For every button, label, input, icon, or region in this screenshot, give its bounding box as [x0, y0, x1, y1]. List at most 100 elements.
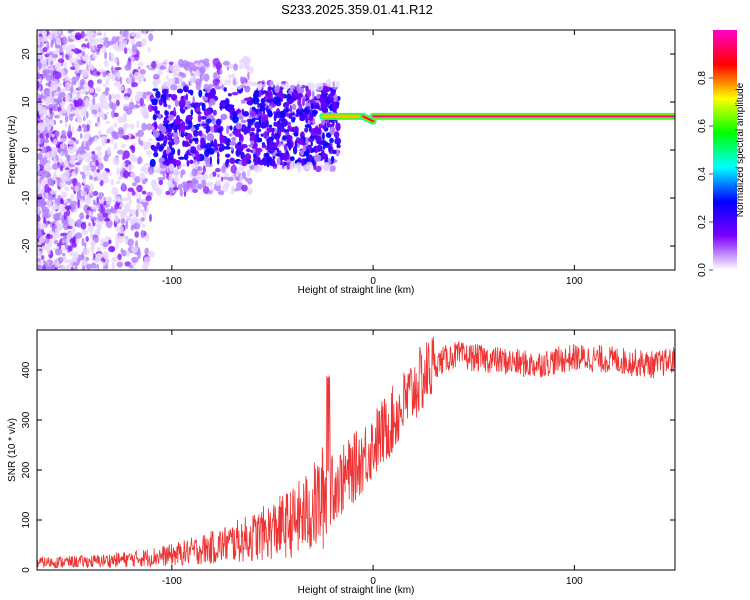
heatmap-cell — [200, 143, 205, 149]
heatmap-cell — [57, 111, 64, 118]
heatmap-cell — [140, 38, 147, 47]
heatmap-cell — [227, 93, 232, 97]
heatmap-cell — [152, 88, 159, 92]
heatmap-cell — [44, 183, 50, 193]
heatmap-cell — [80, 30, 85, 39]
y-tick-label: 200 — [21, 461, 32, 478]
heatmap-cell — [37, 181, 41, 189]
heatmap-cell — [89, 212, 93, 217]
heatmap-cell — [46, 247, 51, 255]
heatmap-cell — [37, 49, 41, 55]
heatmap-cell — [37, 72, 40, 76]
snr-y-axis: 0 100 200 300 400 — [21, 361, 675, 573]
heatmap-cell — [92, 190, 99, 196]
heatmap-cell — [114, 93, 121, 102]
heatmap-cell — [137, 91, 144, 96]
heatmap-cell — [37, 228, 40, 233]
heatmap-cell — [100, 135, 108, 144]
heatmap-cell — [329, 137, 334, 144]
heatmap-cell — [147, 47, 151, 52]
heatmap-cell — [86, 111, 89, 119]
heatmap-cell — [222, 183, 229, 192]
heatmap-cell — [320, 119, 325, 126]
heatmap-cell — [47, 67, 55, 71]
heatmap-cell — [133, 222, 141, 230]
heatmap-cell — [315, 94, 321, 99]
heatmap-cell — [38, 236, 46, 244]
heatmap-cell — [177, 148, 181, 156]
heatmap-cell — [45, 191, 49, 199]
heatmap-cell — [118, 176, 123, 181]
heatmap-cell — [130, 153, 135, 162]
heatmap-cell — [59, 120, 63, 124]
heatmap-cell — [178, 99, 186, 108]
heatmap-cell — [53, 258, 60, 268]
heatmap-cell — [259, 82, 263, 87]
heatmap-cell — [259, 102, 266, 108]
heatmap-cell — [84, 33, 87, 37]
snr-x-label: Height of straight line (km) — [298, 585, 415, 596]
heatmap-cell — [100, 238, 106, 243]
heatmap-cell — [223, 87, 227, 92]
heatmap-cell — [156, 167, 161, 174]
heatmap-cell — [144, 202, 147, 212]
heatmap-cell — [38, 232, 43, 237]
heatmap-cell — [48, 34, 53, 39]
heatmap-cell — [160, 65, 165, 70]
heatmap-cell — [174, 99, 180, 107]
heatmap-line — [319, 112, 675, 125]
heatmap-cell — [142, 261, 151, 267]
heatmap-cell — [74, 32, 82, 40]
heatmap-cell — [97, 122, 101, 128]
heatmap-cell — [123, 105, 129, 112]
heatmap-cell — [139, 172, 145, 181]
heatmap-cell — [306, 106, 310, 111]
heatmap-cell — [42, 260, 46, 264]
heatmap-cell — [57, 176, 60, 186]
heatmap-cell — [128, 217, 133, 224]
snr-x-axis: -100 0 100 — [162, 330, 583, 587]
heatmap-cell — [132, 142, 136, 147]
heatmap-cell — [268, 81, 274, 86]
heatmap-cell — [90, 205, 98, 210]
heatmap-cell — [114, 45, 122, 52]
heatmap-cell — [168, 163, 175, 172]
heatmap-cell — [268, 105, 273, 110]
heatmap-cell — [59, 52, 63, 56]
heatmap-cell — [89, 246, 95, 251]
heatmap-cell — [163, 59, 169, 64]
heatmap-cell — [268, 124, 273, 128]
heatmap-cell — [333, 131, 340, 139]
heatmap-cell — [324, 155, 329, 161]
heatmap-cell — [121, 182, 126, 191]
heatmap-cell — [149, 158, 156, 168]
heatmap-cell — [45, 82, 52, 87]
heatmap-cell — [313, 126, 321, 136]
heatmap-cell — [335, 80, 340, 89]
heatmap-cell — [45, 166, 53, 172]
heatmap-cell — [130, 32, 135, 37]
heatmap-cell — [40, 169, 47, 179]
heatmap-cell — [289, 84, 296, 90]
heatmap-cell — [46, 40, 50, 50]
heatmap-cell — [261, 114, 269, 122]
heatmap-cell — [95, 145, 102, 152]
heatmap-cell — [170, 94, 178, 101]
heatmap-cell — [96, 51, 100, 55]
heatmap-cell — [71, 81, 77, 86]
heatmap-cell — [169, 123, 174, 128]
heatmap-cell — [337, 142, 340, 147]
snr-series-line — [37, 336, 675, 569]
heatmap-cell — [241, 171, 246, 180]
heatmap-cell — [75, 238, 80, 244]
heatmap-cell — [209, 88, 216, 96]
heatmap-cell — [190, 181, 197, 191]
heatmap-cell — [93, 253, 96, 260]
heatmap-cell — [137, 61, 144, 67]
heatmap-cell — [108, 239, 112, 244]
heatmap-cell — [51, 265, 55, 270]
heatmap-cell — [174, 123, 181, 130]
heatmap-cell — [288, 114, 292, 119]
heatmap-cell — [136, 120, 140, 129]
heatmap-cell — [332, 119, 335, 127]
